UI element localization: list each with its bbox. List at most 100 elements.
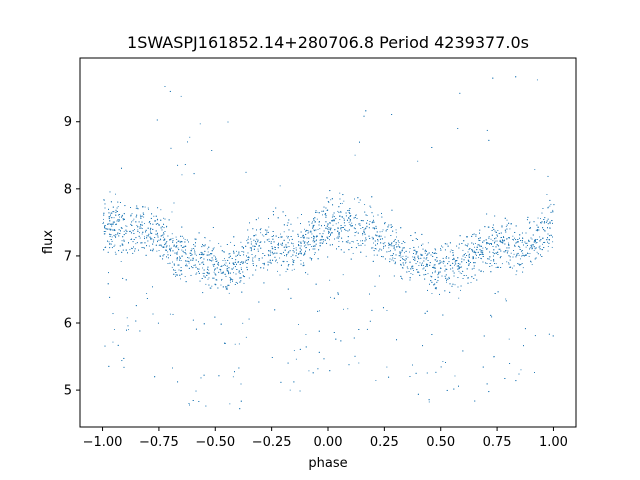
data-point bbox=[397, 240, 399, 242]
data-point bbox=[527, 252, 528, 254]
data-point bbox=[314, 245, 316, 247]
data-point bbox=[304, 253, 306, 255]
data-point bbox=[334, 238, 336, 240]
data-point bbox=[255, 242, 257, 244]
data-point bbox=[166, 256, 167, 258]
data-point bbox=[132, 230, 134, 232]
data-point bbox=[434, 267, 436, 269]
data-point bbox=[171, 211, 173, 213]
data-point bbox=[179, 259, 180, 261]
data-point bbox=[155, 215, 157, 217]
data-point bbox=[313, 246, 315, 247]
data-point bbox=[150, 237, 152, 239]
data-point bbox=[535, 257, 537, 259]
data-point bbox=[400, 263, 402, 265]
data-point bbox=[541, 212, 543, 214]
data-point bbox=[236, 250, 237, 252]
data-point bbox=[389, 244, 391, 245]
data-point bbox=[243, 254, 245, 256]
data-point bbox=[130, 207, 132, 208]
data-point bbox=[463, 240, 465, 242]
data-point bbox=[200, 257, 202, 259]
data-point bbox=[203, 275, 205, 277]
data-point bbox=[208, 284, 210, 286]
data-point bbox=[296, 252, 297, 254]
data-point bbox=[482, 252, 484, 254]
data-point bbox=[175, 275, 176, 277]
data-point bbox=[233, 244, 235, 246]
data-point bbox=[328, 231, 330, 233]
data-point bbox=[200, 251, 202, 253]
data-point bbox=[388, 247, 390, 249]
data-point bbox=[404, 260, 406, 261]
data-point bbox=[547, 207, 549, 209]
data-point bbox=[516, 253, 518, 255]
data-point bbox=[339, 215, 341, 217]
data-point bbox=[319, 221, 320, 223]
data-point bbox=[491, 265, 493, 267]
data-point bbox=[232, 272, 234, 274]
data-point bbox=[327, 201, 329, 202]
data-point bbox=[185, 260, 187, 262]
data-point bbox=[202, 254, 204, 256]
data-point bbox=[550, 211, 552, 213]
data-point bbox=[315, 210, 317, 211]
data-point bbox=[167, 251, 169, 253]
data-point bbox=[220, 270, 222, 272]
data-point bbox=[518, 246, 520, 247]
data-point bbox=[452, 254, 454, 256]
data-point bbox=[180, 270, 181, 272]
data-point bbox=[422, 254, 424, 256]
data-point bbox=[492, 240, 494, 242]
data-point bbox=[472, 256, 474, 258]
data-point bbox=[320, 242, 322, 244]
data-point bbox=[130, 232, 132, 234]
data-point bbox=[179, 241, 181, 243]
data-point bbox=[250, 250, 252, 252]
data-point bbox=[212, 247, 214, 249]
data-point bbox=[263, 282, 265, 284]
data-point bbox=[234, 284, 236, 285]
data-point bbox=[448, 277, 450, 279]
data-point bbox=[273, 235, 274, 237]
data-point bbox=[427, 264, 428, 266]
data-point bbox=[493, 259, 495, 261]
data-point bbox=[308, 231, 310, 233]
data-point bbox=[498, 245, 500, 247]
data-point bbox=[103, 199, 105, 201]
data-point bbox=[392, 257, 394, 259]
data-point bbox=[114, 235, 116, 237]
data-point bbox=[152, 313, 154, 315]
data-point bbox=[445, 268, 447, 270]
data-point bbox=[232, 280, 233, 282]
data-point bbox=[252, 257, 254, 259]
data-point bbox=[272, 253, 274, 255]
data-point bbox=[282, 242, 283, 244]
data-point bbox=[472, 249, 474, 251]
data-point bbox=[311, 237, 313, 239]
data-point bbox=[287, 362, 289, 364]
data-point bbox=[375, 379, 377, 381]
data-point bbox=[488, 236, 490, 237]
data-point bbox=[338, 233, 340, 235]
data-point bbox=[519, 237, 520, 239]
data-point bbox=[449, 251, 451, 253]
data-point bbox=[194, 238, 196, 240]
data-point bbox=[253, 249, 255, 250]
data-point bbox=[133, 246, 134, 248]
data-point bbox=[282, 260, 284, 262]
data-point bbox=[469, 248, 471, 249]
data-point bbox=[229, 255, 231, 257]
data-point bbox=[323, 206, 325, 208]
data-point bbox=[148, 233, 150, 235]
data-point bbox=[468, 249, 470, 251]
data-point bbox=[227, 284, 229, 286]
data-point bbox=[324, 213, 326, 215]
data-point bbox=[139, 330, 141, 332]
data-point bbox=[311, 258, 313, 259]
data-point bbox=[267, 269, 269, 271]
data-point bbox=[242, 322, 244, 324]
data-point bbox=[405, 250, 407, 252]
data-point bbox=[433, 284, 435, 286]
data-point bbox=[348, 249, 350, 251]
